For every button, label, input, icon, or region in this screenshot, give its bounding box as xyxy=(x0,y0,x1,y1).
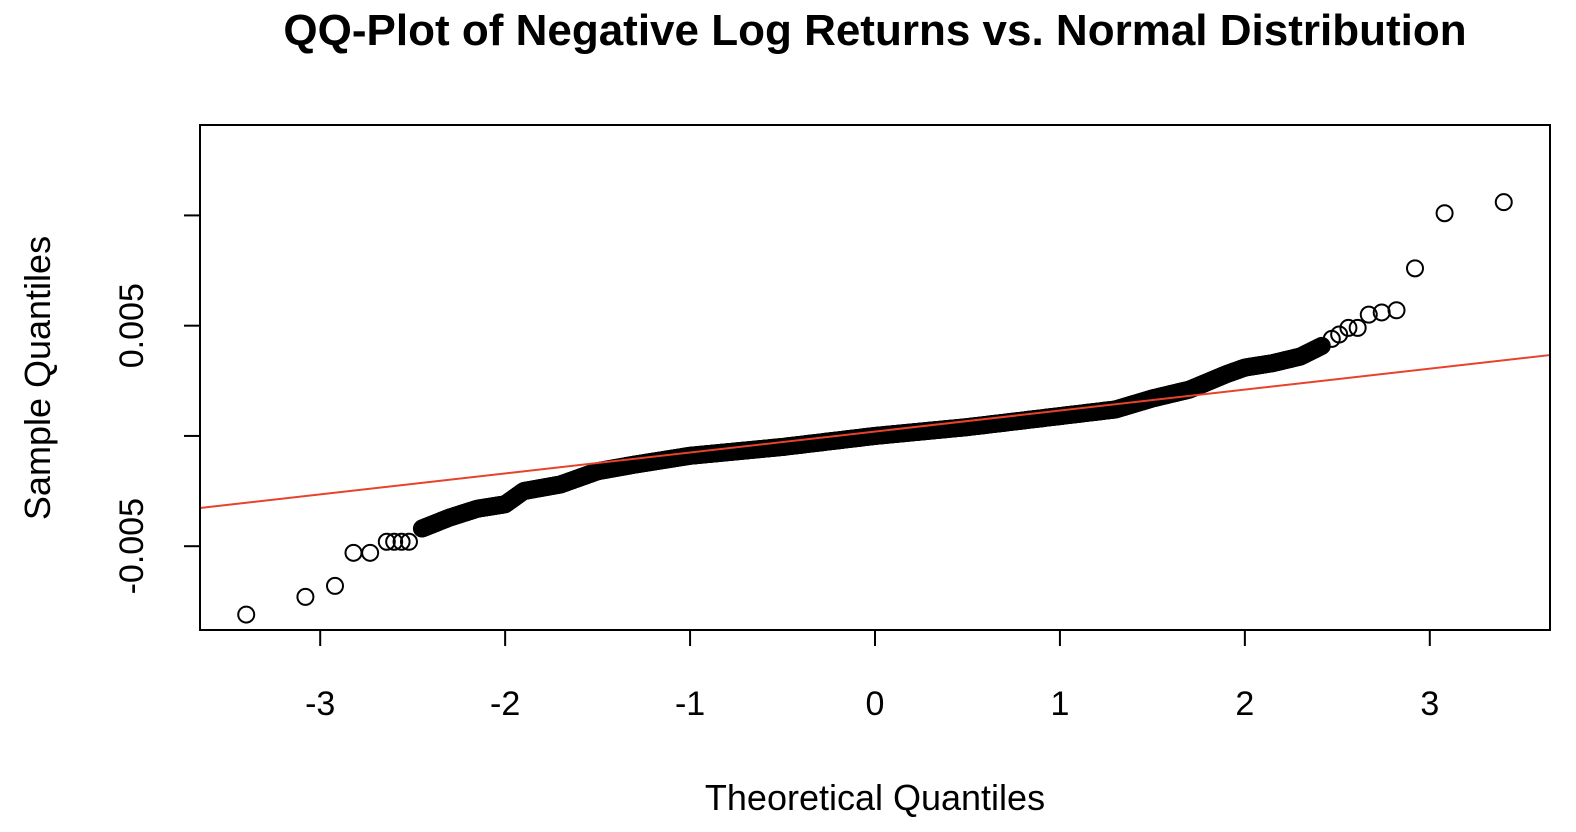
plot-reference-line-group xyxy=(199,354,1551,509)
x-tick-label: -3 xyxy=(305,685,335,723)
data-point xyxy=(1330,325,1349,344)
x-tick-label: 3 xyxy=(1420,685,1439,723)
data-point xyxy=(1406,259,1424,278)
data-point xyxy=(1387,301,1406,320)
chart-title: QQ-Plot of Negative Log Returns vs. Norm… xyxy=(283,6,1466,55)
data-point xyxy=(237,605,256,624)
data-point xyxy=(392,532,411,551)
x-axis: -3 -2 -1 0 1 2 3 xyxy=(305,630,1439,723)
y-tick-label: 0.005 xyxy=(113,283,151,368)
data-point xyxy=(361,543,380,562)
data-point xyxy=(1348,318,1367,337)
data-point xyxy=(1339,318,1358,337)
y-axis: -0.005 0.005 xyxy=(113,214,200,594)
x-tick-label: 1 xyxy=(1050,685,1069,723)
data-point xyxy=(1359,305,1378,324)
y-tick-label: -0.005 xyxy=(113,498,151,594)
data-point xyxy=(326,576,344,595)
x-tick-label: 0 xyxy=(866,685,885,723)
x-tick-label: -2 xyxy=(490,685,520,723)
plot-points xyxy=(237,193,1513,624)
y-axis-label: Sample Quantiles xyxy=(17,236,58,520)
x-axis-label: Theoretical Quantiles xyxy=(705,777,1045,818)
data-point xyxy=(377,532,396,551)
data-point xyxy=(399,532,418,551)
data-point xyxy=(385,532,404,551)
reference-line xyxy=(199,354,1551,509)
data-point xyxy=(1435,204,1454,223)
x-tick-label: -1 xyxy=(675,685,705,723)
x-tick-label: 2 xyxy=(1235,685,1254,723)
data-point xyxy=(344,543,363,562)
data-point xyxy=(296,587,315,606)
data-point xyxy=(1494,193,1513,212)
